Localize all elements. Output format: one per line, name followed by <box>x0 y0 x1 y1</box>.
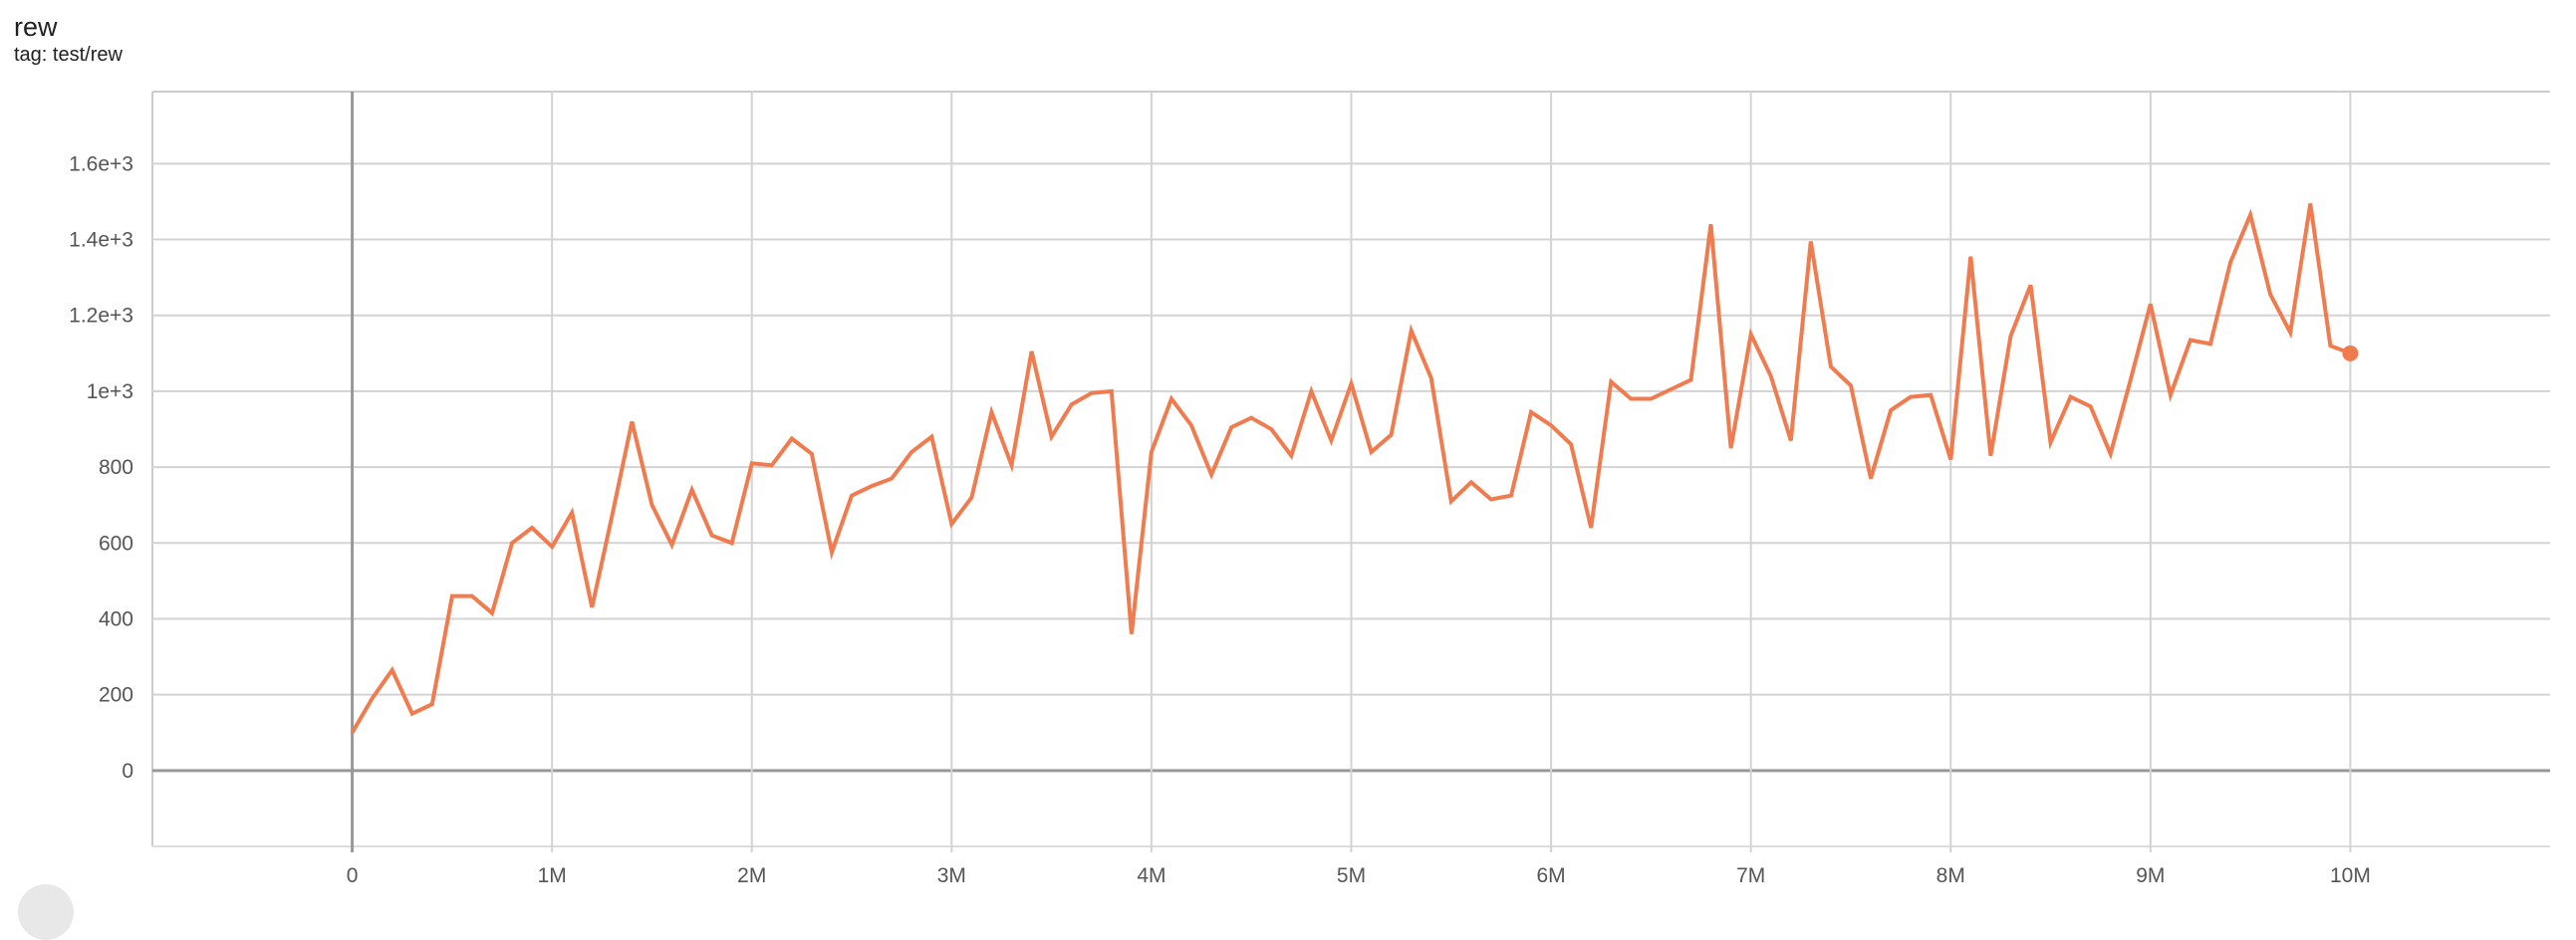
x-tick-label: 2M <box>737 864 766 887</box>
x-tick-label: 9M <box>2136 864 2165 887</box>
y-tick-label: 400 <box>99 607 133 630</box>
x-tick-label: 0 <box>347 864 359 887</box>
x-tick-label: 5M <box>1337 864 1366 887</box>
fit-domain-button[interactable] <box>18 884 74 940</box>
y-tick-label: 1.2e+3 <box>69 305 133 328</box>
y-tick-label: 0 <box>122 760 133 783</box>
x-tick-label: 3M <box>937 864 966 887</box>
y-tick-label: 200 <box>99 684 133 707</box>
chart-title: rew <box>14 12 58 42</box>
chart-tag: tag: test/rew <box>14 44 123 66</box>
x-tick-label: 7M <box>1736 864 1765 887</box>
last-point-marker <box>2342 345 2359 361</box>
y-tick-label: 1.4e+3 <box>69 229 133 252</box>
x-tick-label: 8M <box>1936 864 1965 887</box>
x-tick-label: 1M <box>538 864 567 887</box>
y-tick-label: 600 <box>99 532 133 555</box>
line-chart: 0 200 400 600 800 1e+3 1.2e+3 1.4e+3 1.6e+3 0 1M 2M… <box>69 91 2550 887</box>
series-line <box>350 203 2352 734</box>
x-tick-label: 4M <box>1137 864 1165 887</box>
y-tick-label: 1e+3 <box>87 380 133 403</box>
y-tick-label: 800 <box>99 456 133 479</box>
y-tick-label: 1.6e+3 <box>69 152 133 175</box>
x-tick-label: 6M <box>1536 864 1565 887</box>
x-tick-label: 10M <box>2330 864 2371 887</box>
